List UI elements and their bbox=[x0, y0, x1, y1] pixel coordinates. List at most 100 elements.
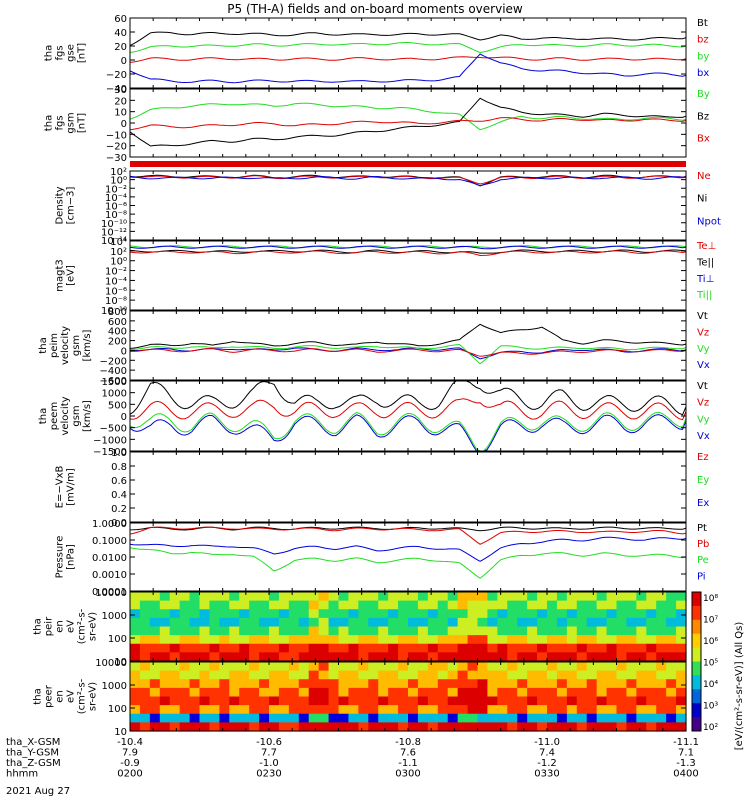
spectrogram-cell bbox=[497, 679, 508, 689]
colorbar-tick-label: 10⁸ bbox=[703, 594, 718, 604]
spectrogram-cell bbox=[139, 652, 151, 662]
spectrogram-cell bbox=[576, 592, 588, 602]
spectrogram-cell bbox=[179, 722, 191, 732]
spectrogram-cell bbox=[636, 687, 647, 698]
spectrogram-cell bbox=[507, 652, 518, 662]
spectrogram-cell bbox=[616, 652, 628, 662]
spectrogram-cell bbox=[398, 635, 409, 645]
spectrogram-cell bbox=[328, 722, 340, 732]
spectrogram-cell bbox=[437, 670, 449, 680]
spectrogram-cell bbox=[666, 705, 677, 715]
spectrogram-cell bbox=[606, 713, 618, 723]
y-tick-label: 500 bbox=[108, 400, 127, 411]
spectrogram-cell bbox=[527, 722, 538, 732]
spectrogram-cell bbox=[278, 626, 290, 636]
y-axis-label-line: peir bbox=[44, 616, 55, 636]
spectrogram-cell bbox=[388, 713, 399, 723]
spectrogram-cell bbox=[487, 662, 498, 672]
spectrogram-cell bbox=[249, 643, 260, 653]
spectrogram-cell bbox=[378, 635, 389, 645]
legend-entry: Vz bbox=[697, 398, 709, 409]
spectrogram-cell bbox=[239, 635, 250, 645]
spectrogram-cell bbox=[457, 696, 469, 706]
y-tick-label: 0.0010 bbox=[92, 570, 127, 581]
y-axis-label: tha fgs gse [nT] bbox=[44, 43, 88, 63]
spectrogram-cell bbox=[566, 722, 578, 732]
spectrogram-cell bbox=[656, 722, 667, 732]
spectrogram-cell bbox=[467, 679, 479, 689]
spectrogram-cell bbox=[417, 617, 429, 628]
spectrogram-cell bbox=[576, 600, 588, 610]
spectrogram-cell bbox=[338, 643, 350, 653]
spectrogram-cell bbox=[219, 687, 230, 698]
spectrogram-cell bbox=[417, 696, 429, 706]
y-tick-label: 1000 bbox=[102, 611, 127, 622]
series-line-Vx bbox=[129, 347, 687, 360]
spectrogram-cell bbox=[586, 635, 598, 645]
spectrogram-cell bbox=[159, 696, 171, 706]
y-tick-label: 0.4 bbox=[111, 490, 127, 501]
spectrogram-cell bbox=[308, 592, 320, 602]
spectrogram-cell bbox=[199, 617, 211, 628]
spectrogram-cell bbox=[556, 670, 568, 680]
spectrogram-cell bbox=[348, 722, 359, 732]
spectrogram-cell bbox=[378, 705, 389, 715]
y-tick-label: 40 bbox=[114, 28, 127, 39]
spectrogram-cell bbox=[497, 600, 508, 610]
spectrogram-cell bbox=[368, 687, 379, 698]
y-tick-label: 10⁻² bbox=[105, 184, 127, 195]
spectrogram-cell bbox=[437, 609, 449, 619]
spectrogram-cell bbox=[556, 696, 568, 706]
legend-entry: Ti|| bbox=[696, 290, 712, 301]
spectrogram-cell bbox=[298, 696, 310, 706]
spectrogram-cell bbox=[209, 617, 220, 628]
spectrogram-cell bbox=[189, 643, 201, 653]
spectrogram-cell bbox=[656, 609, 667, 619]
spectrogram-cell bbox=[566, 643, 578, 653]
y-axis-label: Density [cm−3] bbox=[55, 186, 77, 224]
spectrogram-cell bbox=[368, 670, 379, 680]
spectrogram-cell bbox=[676, 670, 687, 680]
spectrogram-cell bbox=[278, 652, 290, 662]
spectrogram-cell bbox=[358, 670, 369, 680]
spectrogram-cell bbox=[328, 626, 340, 636]
y-tick-label: 10⁴ bbox=[110, 237, 127, 248]
spectrogram-cell bbox=[507, 609, 518, 619]
spectrogram-cell bbox=[139, 609, 151, 619]
y-tick-label: 0.2 bbox=[111, 504, 127, 515]
spectrogram-cell bbox=[308, 662, 320, 672]
colorbar-segment bbox=[692, 605, 701, 621]
spectrogram-cell bbox=[467, 609, 479, 619]
spectrogram-cell bbox=[159, 652, 171, 662]
spectrogram-cell bbox=[189, 679, 201, 689]
spectrogram-cell bbox=[209, 670, 220, 680]
spectrogram-cell bbox=[259, 617, 270, 628]
spectrogram-cell bbox=[487, 626, 498, 636]
y-tick-label: 10⁻⁸ bbox=[105, 210, 127, 221]
spectrogram-cell bbox=[269, 722, 280, 732]
spectrogram-cell bbox=[646, 600, 657, 610]
panel-frame bbox=[129, 17, 687, 89]
spectrogram-cell bbox=[408, 670, 419, 680]
spectrogram-cell bbox=[626, 600, 637, 610]
spectrogram-cell bbox=[149, 713, 161, 723]
spectrogram-cell bbox=[209, 643, 220, 653]
spectrogram-cell bbox=[249, 635, 260, 645]
spectrogram-cell bbox=[556, 687, 568, 698]
x-axis-value: 0200 bbox=[117, 769, 142, 780]
series-line-Npot bbox=[129, 175, 687, 187]
y-tick-label: 10⁻¹⁴ bbox=[101, 236, 127, 247]
spectrogram-cell bbox=[259, 705, 270, 715]
x-axis-value: 7.9 bbox=[122, 748, 138, 759]
panel-frame bbox=[129, 451, 687, 523]
spectrogram-cell bbox=[487, 713, 498, 723]
y-axis-label-line: fgs bbox=[55, 115, 66, 130]
spectrogram-cell bbox=[348, 643, 359, 653]
spectrogram-cell bbox=[417, 722, 429, 732]
spectrogram-cell bbox=[676, 635, 687, 645]
spectrogram-cell bbox=[269, 670, 280, 680]
spectrogram-cell bbox=[318, 670, 330, 680]
colorbar-tick-label: 10⁷ bbox=[703, 616, 718, 626]
spectrogram-cell bbox=[457, 626, 469, 636]
spectrogram-cell bbox=[259, 662, 270, 672]
